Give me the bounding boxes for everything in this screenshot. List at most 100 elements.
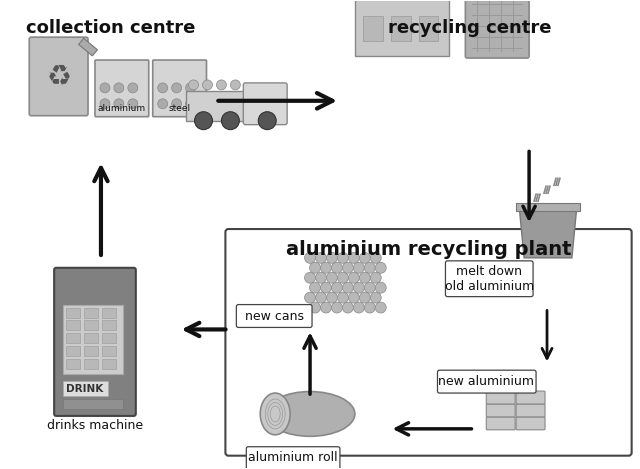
Circle shape [316,292,326,303]
Bar [390,16,411,41]
Text: aluminium recycling plant: aluminium recycling plant [286,240,572,259]
Bar [419,16,438,41]
Circle shape [332,302,342,313]
Circle shape [310,302,321,313]
FancyBboxPatch shape [95,60,148,117]
Circle shape [371,292,381,303]
Text: aluminium: aluminium [98,104,146,113]
Circle shape [353,302,364,313]
Circle shape [216,80,227,90]
Text: aluminium roll: aluminium roll [248,451,338,464]
Circle shape [321,302,332,313]
FancyBboxPatch shape [486,391,515,404]
Bar [102,346,116,356]
Circle shape [100,99,110,109]
Bar [63,381,108,396]
Circle shape [316,252,326,263]
Circle shape [353,262,364,273]
Circle shape [202,80,212,90]
Circle shape [342,282,353,293]
Circle shape [337,272,348,283]
Bar [84,320,98,331]
Bar [102,320,116,331]
Circle shape [128,83,138,93]
Bar [66,359,80,369]
Text: new cans: new cans [244,310,304,323]
Bar [186,91,245,121]
Circle shape [157,83,168,93]
FancyBboxPatch shape [29,37,88,116]
Polygon shape [79,38,97,56]
FancyBboxPatch shape [445,261,533,296]
Bar [84,308,98,318]
Circle shape [310,262,321,273]
Bar [84,333,98,343]
Circle shape [348,292,359,303]
FancyBboxPatch shape [236,304,312,327]
Circle shape [348,252,359,263]
Circle shape [375,262,386,273]
Circle shape [348,272,359,283]
Circle shape [359,272,371,283]
Text: collection centre: collection centre [26,19,196,37]
Text: recycling centre: recycling centre [388,19,551,37]
Circle shape [359,252,371,263]
Circle shape [364,282,375,293]
Polygon shape [519,206,577,258]
Bar [66,320,80,331]
Bar [84,346,98,356]
Circle shape [353,282,364,293]
FancyBboxPatch shape [516,404,545,417]
Circle shape [337,292,348,303]
Bar [66,346,80,356]
Circle shape [342,262,353,273]
Circle shape [195,112,212,129]
Circle shape [230,80,241,90]
Circle shape [114,83,124,93]
FancyBboxPatch shape [243,83,287,125]
Bar [63,304,123,374]
Circle shape [326,272,337,283]
FancyBboxPatch shape [486,417,515,430]
Circle shape [259,112,276,129]
Bar [516,203,580,211]
Ellipse shape [265,392,355,436]
Circle shape [332,262,342,273]
Bar [102,333,116,343]
Circle shape [337,252,348,263]
FancyBboxPatch shape [516,391,545,404]
Circle shape [359,292,371,303]
Circle shape [310,282,321,293]
Bar [66,333,80,343]
Circle shape [221,112,239,129]
Circle shape [172,99,182,109]
Circle shape [364,302,375,313]
Bar [63,399,123,409]
Bar [102,308,116,318]
Circle shape [321,262,332,273]
Circle shape [371,252,381,263]
Text: melt down
old aluminium: melt down old aluminium [445,265,534,293]
Circle shape [305,292,316,303]
FancyBboxPatch shape [438,370,536,393]
Bar [102,359,116,369]
Ellipse shape [260,393,290,435]
Circle shape [186,99,196,109]
Text: steel: steel [168,104,191,113]
Circle shape [114,99,124,109]
Circle shape [375,302,386,313]
FancyBboxPatch shape [486,404,515,417]
Bar [66,308,80,318]
Circle shape [157,99,168,109]
Circle shape [100,83,110,93]
Text: ♻: ♻ [46,62,71,91]
FancyBboxPatch shape [465,0,529,58]
FancyBboxPatch shape [246,447,340,469]
FancyBboxPatch shape [516,417,545,430]
FancyBboxPatch shape [153,60,207,117]
Circle shape [326,292,337,303]
Circle shape [321,282,332,293]
Circle shape [305,252,316,263]
Circle shape [364,262,375,273]
Text: new aluminium: new aluminium [438,375,534,387]
